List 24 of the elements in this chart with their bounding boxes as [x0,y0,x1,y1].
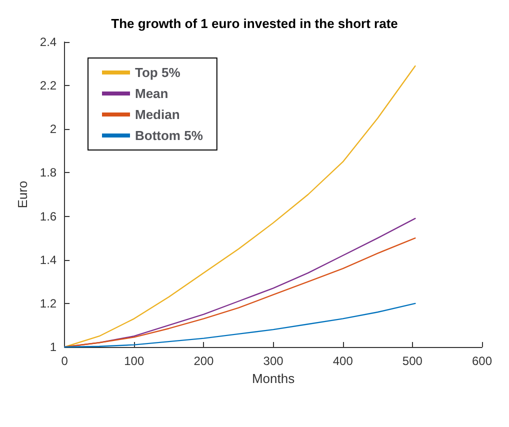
legend-label: Top 5% [135,65,181,80]
y-tick-label: 2.2 [40,78,57,93]
line-series [64,302,416,348]
x-tick-label: 200 [194,354,214,368]
y-axis-title: Euro [15,180,30,208]
legend-label: Mean [135,86,168,101]
x-tick-label: 300 [263,354,284,368]
y-tick-label: 1.4 [40,252,57,267]
chart-title: The growth of 1 euro invested in the short rate [111,16,398,31]
x-tick-label: 500 [402,354,423,368]
legend-label: Median [135,107,180,122]
y-tick-label: 1.2 [40,296,57,310]
y-tick-label: 1.6 [40,209,57,224]
y-tick-label: 1 [50,340,57,354]
y-tick-label: 1.8 [40,166,57,180]
y-tick-label: 2 [50,122,57,136]
legend-label: Bottom 5% [135,128,204,143]
line-series [64,65,416,348]
x-tick-label: 400 [332,354,354,368]
y-tick-label: 2.4 [40,35,57,49]
x-tick-label: 600 [472,354,492,368]
x-tick-label: 0 [61,354,68,368]
x-tick-label: 100 [124,354,144,368]
x-axis-title: Months [252,370,296,386]
